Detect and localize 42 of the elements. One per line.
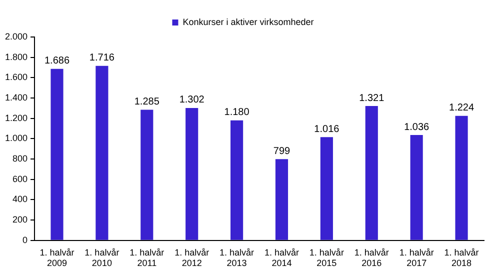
x-tick-label: 1. halvår 2011 — [130, 247, 164, 268]
x-tick-label: 1. halvår 2016 — [354, 247, 389, 268]
x-tick-label: 1. halvår 2013 — [220, 247, 254, 268]
y-tick-label: 0 — [22, 234, 28, 245]
bar — [365, 106, 378, 240]
data-label: 1.686 — [44, 56, 70, 67]
y-tick-label: 1.200 — [4, 112, 28, 123]
bar — [230, 120, 244, 240]
y-tick-label: 1.800 — [4, 52, 28, 62]
y-tick-label: 1.000 — [4, 133, 28, 144]
x-tick-label: 1. halvår 2012 — [174, 247, 210, 268]
y-tick-label: 800 — [12, 154, 28, 164]
bar — [320, 137, 333, 240]
bar — [186, 108, 198, 240]
data-label: 1.016 — [314, 124, 340, 135]
y-tick-label: 200 — [12, 214, 28, 225]
x-tick-label: 1. halvår 2017 — [399, 247, 434, 268]
data-label: 1.224 — [449, 102, 474, 114]
x-tick-label: 1. halvår 2009 — [40, 247, 74, 268]
x-tick-label: 1. halvår 2010 — [84, 247, 120, 268]
data-label: 1.321 — [359, 92, 385, 104]
x-tick-label: 1. halvår 2018 — [444, 247, 479, 268]
y-tick-label: 600 — [12, 174, 28, 184]
data-label: 1.302 — [179, 94, 205, 106]
x-tick-label: 1. halvår 2015 — [309, 247, 344, 268]
data-label: 1.180 — [224, 107, 250, 118]
bar — [455, 116, 468, 240]
y-tick-label: 1.400 — [4, 92, 28, 103]
data-label: 1.036 — [404, 122, 430, 133]
bar — [140, 110, 154, 240]
bar — [275, 159, 288, 240]
legend-label: Konkurser i aktiver virksomheder — [182, 16, 314, 27]
bar — [96, 66, 108, 240]
data-label: 1.716 — [89, 52, 115, 64]
x-tick-label: 1. halvår 2014 — [264, 247, 299, 268]
y-tick-label: 2.000 — [4, 31, 28, 42]
y-tick-label: 400 — [12, 194, 28, 204]
data-label: 799 — [273, 146, 291, 157]
data-label: 1.285 — [134, 96, 160, 108]
y-tick-label: 1.600 — [4, 72, 28, 82]
bar — [50, 68, 64, 240]
bar — [410, 135, 423, 240]
